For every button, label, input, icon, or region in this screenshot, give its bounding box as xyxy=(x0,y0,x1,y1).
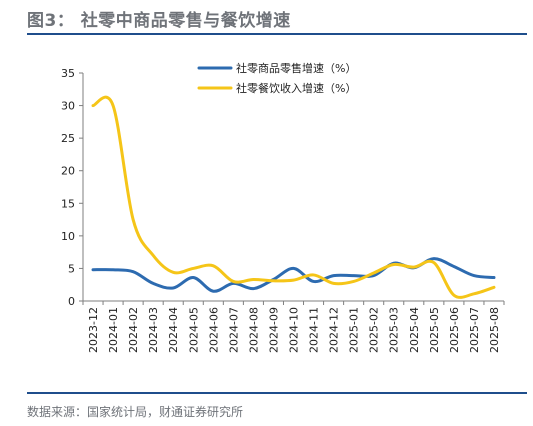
x-tick-label: 2025-04 xyxy=(408,307,421,353)
x-tick-label: 2025-07 xyxy=(468,307,481,353)
x-tick-label: 2025-08 xyxy=(488,307,501,353)
y-tick-label: 10 xyxy=(61,230,75,243)
x-tick-label: 2024-10 xyxy=(288,307,301,353)
x-tick-label: 2024-05 xyxy=(187,307,200,353)
x-tick-label: 2024-11 xyxy=(308,307,321,353)
figure-title: 图3： 社零中商品零售与餐饮增速 xyxy=(27,11,291,31)
y-tick-label: 15 xyxy=(61,197,75,210)
x-tick-label: 2024-03 xyxy=(147,307,160,353)
legend-label-1: 社零商品零售增速（%） xyxy=(236,61,356,75)
x-tick-label: 2024-02 xyxy=(127,307,140,353)
x-tick-label: 2024-07 xyxy=(227,307,240,353)
legend-label-2: 社零餐饮收入增速（%） xyxy=(236,81,356,95)
x-tick-label: 2024-06 xyxy=(207,307,220,353)
x-tick-label: 2025-03 xyxy=(388,307,401,353)
x-tick-label: 2025-05 xyxy=(428,307,441,353)
x-tick-label: 2025-02 xyxy=(368,307,381,353)
series-line-2 xyxy=(91,95,496,299)
x-tick-label: 2024-01 xyxy=(107,307,120,353)
x-tick-label: 2023-12 xyxy=(87,307,100,353)
y-tick-label: 35 xyxy=(61,67,75,80)
x-tick-label: 2024-08 xyxy=(247,307,260,353)
x-tick-label: 2025-01 xyxy=(348,307,361,353)
x-tick-label: 2024-04 xyxy=(167,307,180,353)
x-tick-label: 2024-12 xyxy=(328,307,341,353)
x-tick-label: 2025-06 xyxy=(448,307,461,353)
x-tick-label: 2024-09 xyxy=(267,307,280,353)
y-tick-label: 20 xyxy=(61,165,75,178)
title-rule xyxy=(27,33,527,35)
line-chart: 0 5 10 15 20 25 30 35 2023-12 2024-01 2024-02 2024-… xyxy=(61,61,505,353)
data-source-note: 数据来源：国家统计局，财通证券研究所 xyxy=(27,405,244,419)
y-tick-label: 30 xyxy=(61,100,75,113)
y-tick-label: 5 xyxy=(68,262,75,275)
y-tick-label: 0 xyxy=(68,295,75,308)
footer-rule xyxy=(27,392,527,394)
y-tick-label: 25 xyxy=(61,132,75,145)
